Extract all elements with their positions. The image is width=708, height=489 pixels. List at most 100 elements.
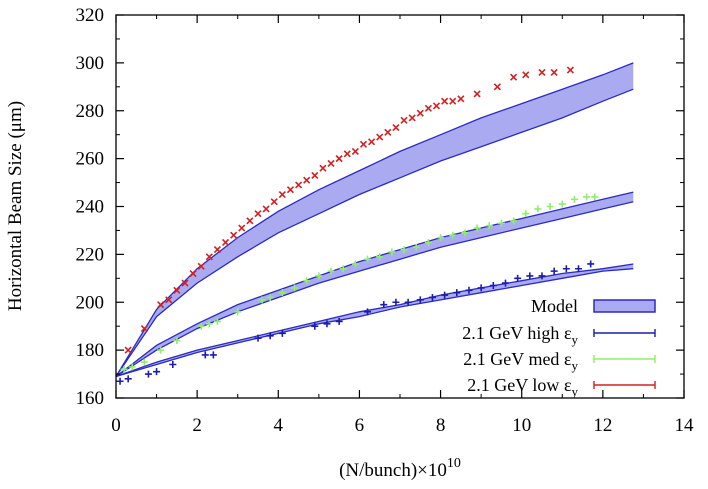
data-point bbox=[558, 200, 566, 208]
data-point bbox=[485, 222, 493, 230]
data-point bbox=[424, 238, 432, 246]
data-point bbox=[157, 346, 165, 354]
legend-band-swatch bbox=[593, 299, 656, 313]
data-point bbox=[416, 109, 424, 117]
data-point bbox=[343, 150, 351, 158]
data-point bbox=[473, 90, 481, 98]
data-point bbox=[124, 375, 132, 383]
y-tick-label: 160 bbox=[76, 388, 105, 409]
data-point bbox=[286, 186, 295, 194]
data-point bbox=[116, 377, 124, 385]
data-point bbox=[587, 260, 595, 268]
data-point bbox=[157, 301, 165, 309]
y-tick-label: 300 bbox=[76, 53, 105, 74]
data-point bbox=[424, 104, 432, 112]
legend-label: Model bbox=[531, 296, 578, 316]
x-tick-label: 8 bbox=[436, 415, 446, 436]
data-point bbox=[437, 234, 445, 242]
data-point bbox=[266, 332, 274, 340]
data-point bbox=[213, 317, 221, 325]
x-axis-title: (N/bunch)×1010 bbox=[339, 456, 461, 481]
data-point bbox=[510, 217, 518, 225]
data-point bbox=[392, 298, 400, 306]
data-point bbox=[230, 231, 238, 239]
legend-label: 2.1 GeV med εy bbox=[463, 349, 578, 373]
data-point bbox=[254, 210, 262, 218]
data-point bbox=[457, 95, 465, 103]
x-tick-label: 2 bbox=[192, 415, 202, 436]
data-point bbox=[295, 181, 303, 189]
data-point bbox=[538, 68, 546, 77]
y-tick-labels: 160 180 200 220 240 260 280 300 320 bbox=[76, 5, 105, 409]
data-point bbox=[591, 193, 599, 201]
legend: Model 2.1 GeV high εy2.1 GeV med εy2.1 Ge… bbox=[462, 296, 656, 399]
data-point bbox=[169, 360, 177, 368]
data-point bbox=[510, 73, 518, 81]
data-point bbox=[311, 322, 319, 330]
data-point bbox=[473, 224, 481, 232]
data-point bbox=[327, 267, 335, 275]
data-point bbox=[501, 279, 509, 287]
data-point bbox=[453, 289, 461, 297]
data-point bbox=[234, 308, 242, 316]
y-tick-label: 180 bbox=[76, 340, 105, 361]
data-point bbox=[376, 253, 384, 261]
data-points bbox=[116, 66, 599, 385]
legend-label: 2.1 GeV low εy bbox=[467, 375, 578, 399]
data-point bbox=[392, 123, 400, 132]
data-point bbox=[173, 337, 181, 345]
data-point bbox=[432, 102, 441, 110]
data-point bbox=[493, 83, 501, 91]
legend-errorbar-swatch bbox=[593, 329, 656, 337]
data-point bbox=[189, 269, 197, 278]
data-point bbox=[384, 128, 392, 136]
data-point bbox=[497, 219, 505, 227]
data-point bbox=[465, 286, 473, 294]
data-point bbox=[213, 246, 221, 254]
data-point bbox=[120, 365, 128, 373]
data-point bbox=[254, 334, 262, 342]
series-0 bbox=[124, 66, 574, 354]
x-tick-label: 4 bbox=[274, 415, 284, 436]
model-band-high-lower-edge bbox=[115, 268, 634, 378]
data-point bbox=[368, 138, 376, 146]
series-1 bbox=[120, 193, 599, 373]
data-point bbox=[351, 260, 359, 268]
data-point bbox=[140, 325, 148, 333]
data-point bbox=[311, 171, 319, 179]
data-point bbox=[153, 368, 161, 376]
model-band-high-upper-edge bbox=[115, 263, 634, 378]
data-point bbox=[400, 246, 408, 254]
data-point bbox=[416, 296, 424, 304]
data-point bbox=[404, 298, 412, 306]
legend-errorbar-swatch bbox=[593, 355, 656, 363]
data-point bbox=[570, 195, 578, 203]
data-point bbox=[408, 114, 416, 122]
data-point bbox=[278, 289, 286, 297]
data-point bbox=[441, 97, 449, 105]
data-point bbox=[323, 320, 331, 328]
data-point bbox=[566, 66, 574, 74]
data-point bbox=[376, 133, 384, 141]
data-point bbox=[477, 284, 485, 292]
legend-entry-3: 2.1 GeV low εy bbox=[467, 375, 656, 399]
data-point bbox=[380, 301, 388, 309]
data-point bbox=[238, 224, 246, 232]
data-point bbox=[388, 248, 396, 256]
data-point bbox=[144, 370, 152, 378]
data-point bbox=[546, 203, 554, 210]
legend-entry-0: Model bbox=[531, 296, 656, 316]
x-tick-label: 0 bbox=[111, 415, 121, 436]
y-tick-label: 320 bbox=[76, 5, 105, 26]
data-point bbox=[400, 116, 408, 124]
data-point bbox=[266, 293, 274, 301]
x-tick-label: 12 bbox=[593, 415, 612, 436]
data-point bbox=[449, 231, 457, 239]
model-band-med bbox=[116, 192, 634, 377]
data-point bbox=[258, 296, 266, 304]
legend-entry-1: 2.1 GeV high εy bbox=[462, 323, 656, 347]
data-point bbox=[173, 286, 181, 294]
y-tick-label: 200 bbox=[76, 292, 105, 313]
data-point bbox=[526, 272, 534, 280]
